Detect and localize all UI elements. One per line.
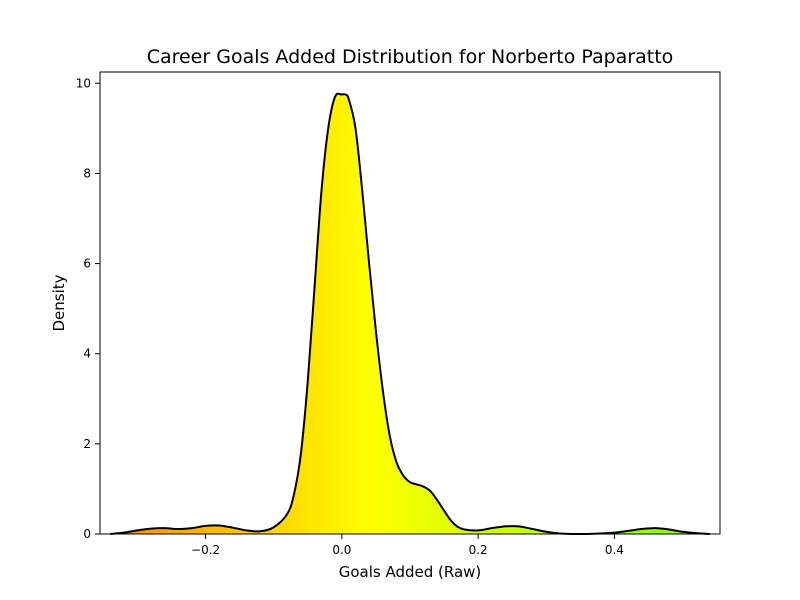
y-tick-label: 6: [83, 257, 91, 271]
axes: −0.2 0.0 0.2 0.4 0 2 4 6 8 10: [76, 71, 721, 557]
y-tick-label: 4: [83, 347, 91, 361]
y-axis-ticks: 0 2 4 6 8 10: [76, 76, 100, 541]
x-tick-label: 0.0: [332, 543, 351, 557]
y-tick-label: 0: [83, 527, 91, 541]
y-tick-label: 10: [76, 76, 91, 90]
density-line: [110, 92, 710, 536]
x-tick-label: 0.2: [469, 543, 488, 557]
x-axis-ticks: −0.2 0.0 0.2 0.4: [191, 534, 624, 557]
y-axis-label: Density: [50, 274, 68, 331]
y-tick-label: 2: [83, 437, 91, 451]
y-tick-label: 8: [83, 166, 91, 180]
x-tick-label: 0.4: [605, 543, 624, 557]
density-area: [110, 93, 710, 534]
chart-title: Career Goals Added Distribution for Norb…: [147, 46, 674, 68]
x-tick-label: −0.2: [191, 543, 220, 557]
x-axis-label: Goals Added (Raw): [339, 563, 482, 581]
axes-frame: [99, 71, 721, 535]
plot-area: [110, 92, 710, 536]
